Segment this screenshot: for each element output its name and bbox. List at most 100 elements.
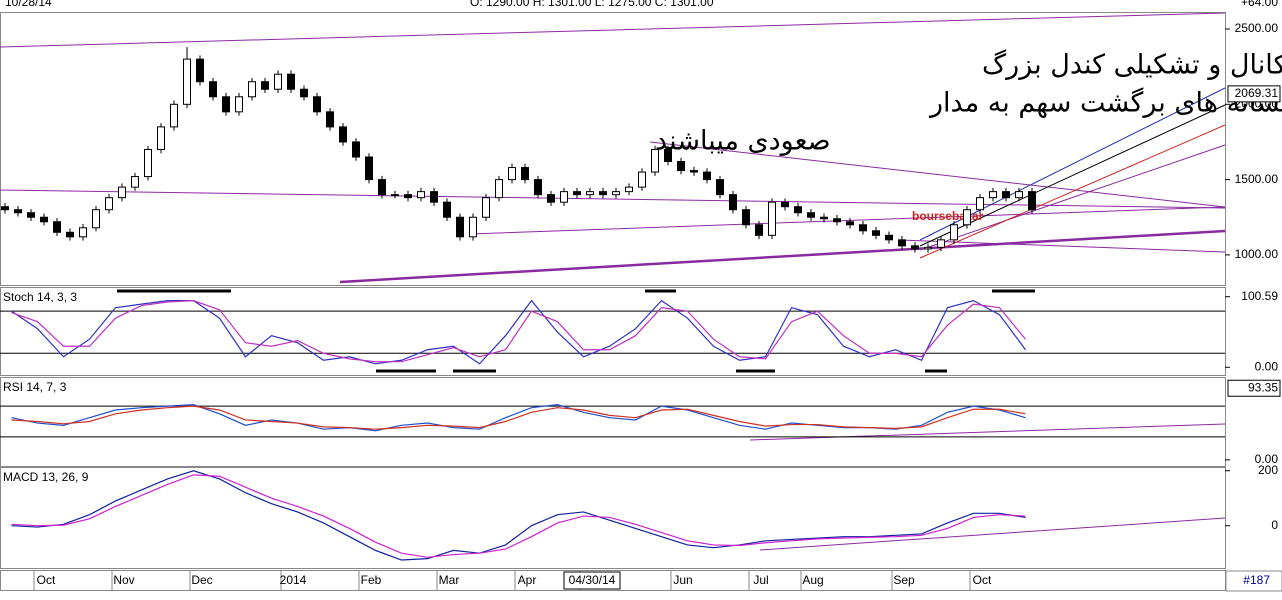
candle-body — [859, 224, 867, 232]
candle-body — [885, 234, 893, 241]
cursor-box — [563, 571, 621, 590]
candle-body — [768, 201, 776, 236]
x-tick-label: Dec — [191, 573, 212, 587]
candle-body — [625, 186, 633, 193]
y-tick-label: 200 — [1258, 463, 1278, 477]
candle-body — [742, 209, 750, 226]
candle-body — [274, 73, 282, 90]
candle-body — [1015, 191, 1023, 199]
indicator-line — [11, 300, 1026, 363]
candle-body — [92, 209, 100, 229]
candle-body — [651, 148, 659, 173]
y-tick-label: 1500.00 — [1235, 172, 1279, 186]
y-tick-label: 0.00 — [1255, 359, 1279, 373]
candle-body — [157, 126, 165, 150]
candle-body — [586, 191, 594, 196]
candle-body — [638, 171, 646, 188]
candle-body — [183, 58, 191, 105]
candle-body — [794, 206, 802, 214]
y-tick-label: 2500.00 — [1235, 21, 1279, 35]
candle-body — [495, 179, 503, 199]
candle-body — [391, 194, 399, 197]
candle-body — [1, 206, 9, 211]
last-value-label: 93.35 — [1248, 380, 1278, 394]
candle-body — [989, 191, 997, 199]
last-value-box — [1227, 85, 1281, 103]
x-tick-label: Jul — [753, 573, 768, 587]
indicator-line — [11, 474, 1026, 558]
candle-body — [196, 58, 204, 83]
x-tick-label: Oct — [37, 573, 56, 587]
candle-body — [547, 194, 555, 203]
indicator-line — [11, 405, 1026, 430]
candle-body — [339, 126, 347, 143]
y-tick-label: 0.00 — [1255, 452, 1279, 466]
candle-body — [144, 148, 152, 178]
candle-body — [235, 96, 243, 113]
candle-body — [924, 246, 932, 250]
last-value-box — [1227, 379, 1281, 397]
candle-body — [677, 161, 685, 172]
candle-body — [378, 179, 386, 196]
candle-body — [534, 179, 542, 196]
panel-title: MACD 13, 26, 9 — [3, 470, 89, 484]
candle-body — [807, 212, 815, 218]
header-change: +64.00 — [1241, 0, 1278, 9]
x-tick-label: Nov — [113, 573, 134, 587]
panel-title: Stoch 14, 3, 3 — [3, 290, 77, 304]
candle-body — [469, 216, 477, 238]
candle-body — [1002, 191, 1010, 199]
candle-body — [508, 167, 516, 181]
y-tick-label: 100.59 — [1241, 289, 1278, 303]
candle-body — [872, 230, 880, 236]
x-tick-label: Feb — [361, 573, 382, 587]
candle-body — [573, 191, 581, 196]
x-tick-label: Sep — [893, 573, 915, 587]
candle-body — [27, 212, 35, 218]
candle-body — [209, 81, 217, 98]
x-tick-label: 04/30/14 — [569, 573, 616, 587]
candle-body — [326, 111, 334, 128]
candle-body — [170, 103, 178, 128]
candle-body — [690, 170, 698, 173]
candle-body — [287, 73, 295, 90]
candle-body — [963, 209, 971, 226]
candle-body — [131, 176, 139, 188]
candle-body — [300, 88, 308, 98]
y-tick-label: 1000.00 — [1235, 247, 1279, 261]
panel-title: RSI 14, 7, 3 — [3, 380, 67, 394]
candle-body — [404, 194, 412, 199]
stoch-markers — [117, 289, 1035, 373]
candle-body — [521, 167, 529, 181]
candle-body — [105, 197, 113, 211]
candle-body — [53, 221, 61, 233]
candle-body — [14, 209, 22, 214]
candle-body — [430, 191, 438, 203]
x-tick-label: Apr — [518, 573, 537, 587]
candle-body — [846, 221, 854, 226]
candle-body — [755, 224, 763, 236]
candle-body — [66, 231, 74, 238]
macd-trend-line — [759, 517, 1226, 551]
candle-body — [716, 179, 724, 196]
candle-body — [898, 239, 906, 247]
x-tick-label: Mar — [439, 573, 460, 587]
indicator-line — [11, 470, 1026, 561]
candle-body — [937, 239, 945, 248]
candle-body — [352, 141, 360, 158]
footer-label: #187 — [1243, 573, 1270, 587]
header-date: 10/28/14 — [5, 0, 52, 9]
candle-body — [79, 227, 87, 238]
x-tick-label: Oct — [973, 573, 992, 587]
candle-body — [911, 245, 919, 250]
candle-body — [1028, 191, 1036, 211]
candle-body — [833, 218, 841, 223]
annotation: برگشت از کف کانال و تشکیلی کندل بزرگ — [982, 49, 1282, 81]
channel-line — [919, 124, 1226, 259]
footer-box — [1225, 570, 1282, 592]
candle-body — [365, 156, 373, 181]
candle-body — [248, 81, 256, 98]
candle-body — [664, 148, 672, 163]
